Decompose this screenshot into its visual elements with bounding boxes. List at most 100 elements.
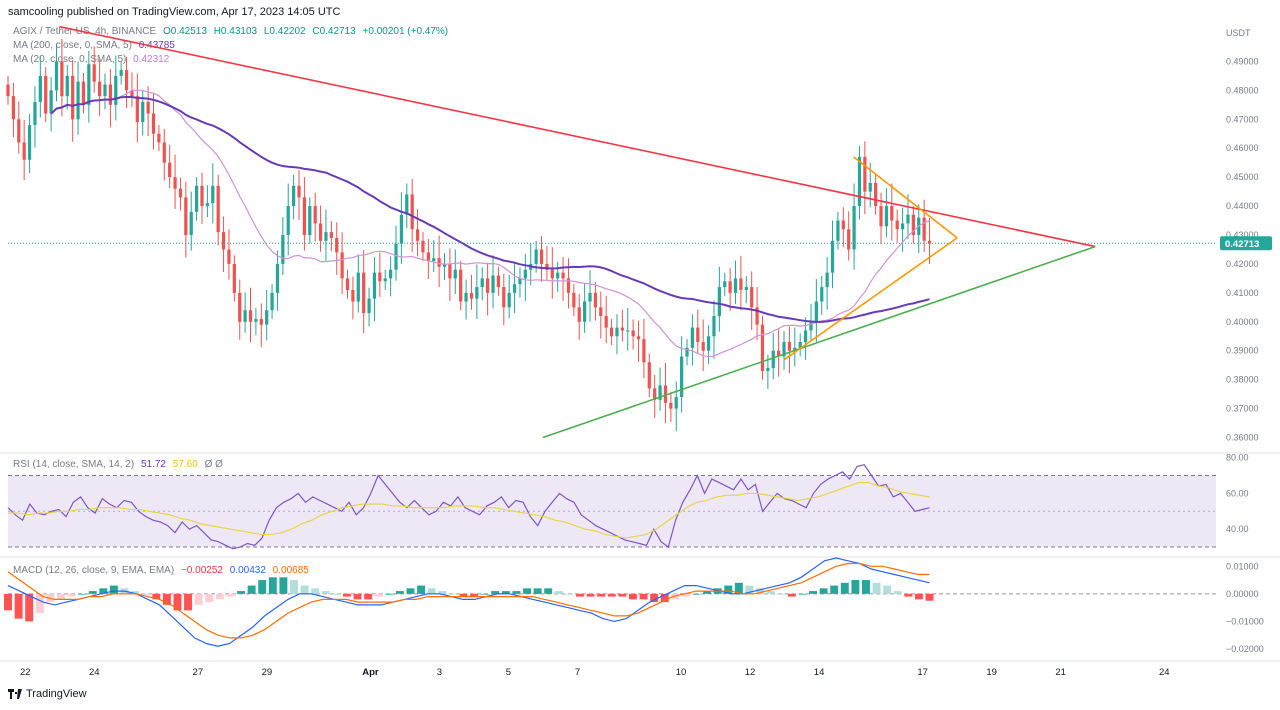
price-tick-label: 0.39000	[1226, 346, 1259, 356]
rsi-label[interactable]: RSI (14, close, SMA, 14, 2)	[13, 459, 135, 470]
candle	[227, 249, 231, 264]
time-tick-label: Apr	[362, 667, 379, 678]
candle	[588, 292, 592, 302]
rsi-tick-label: 80.00	[1226, 453, 1249, 463]
macd-histogram-bar	[194, 593, 203, 605]
macd-histogram-bar	[565, 593, 574, 595]
candle	[97, 81, 102, 97]
ma20-label[interactable]: MA (20, close, 0, SMA, 5)	[13, 54, 127, 65]
candle	[642, 339, 646, 363]
macd-histogram-bar	[342, 593, 351, 597]
macd-histogram-bar	[628, 593, 637, 600]
footer-brand-label: TradingView	[26, 688, 87, 700]
macd-histogram-bar	[639, 593, 648, 600]
candle	[426, 252, 430, 262]
macd-histogram-bar	[607, 593, 616, 597]
candle	[712, 316, 716, 337]
macd-histogram-bar	[438, 591, 447, 594]
candle	[11, 96, 16, 120]
candle	[874, 182, 878, 207]
candle	[442, 263, 447, 267]
candle	[663, 385, 668, 403]
macd-histogram-bar	[756, 588, 765, 594]
candle	[830, 240, 835, 273]
macd-histogram-bar	[554, 591, 563, 594]
time-tick-label: 3	[437, 667, 442, 678]
candle	[550, 269, 554, 279]
macd-tick-label: −0.01000	[1226, 616, 1264, 626]
signal-value: 0.00685	[272, 565, 309, 576]
macd-label[interactable]: MACD (12, 26, close, 9, EMA, EMA)	[13, 565, 175, 576]
price-tick-label: 0.44000	[1226, 201, 1259, 211]
time-tick-label: 12	[745, 667, 756, 678]
macd-histogram-bar	[523, 588, 531, 594]
candle	[556, 272, 560, 279]
last-price-badge	[1220, 236, 1272, 251]
candle	[814, 301, 818, 322]
candle	[221, 232, 226, 250]
candle	[782, 342, 786, 357]
low-value: L0.42202	[263, 26, 306, 37]
candle	[410, 194, 414, 230]
candle	[739, 278, 743, 290]
ma200-label[interactable]: MA (200, close, 0, SMA, 5)	[13, 40, 132, 51]
candle	[900, 223, 905, 230]
candle	[195, 185, 199, 212]
candle	[297, 185, 301, 198]
candle	[189, 211, 193, 235]
macd-histogram-bar	[597, 593, 606, 597]
candle	[717, 287, 721, 317]
candle	[141, 101, 145, 123]
candle	[491, 275, 495, 293]
candle	[114, 75, 118, 105]
candle	[852, 206, 856, 250]
time-tick-label: 22	[20, 667, 31, 678]
ma200-legend: MA (200, close, 0, SMA, 5) 0.43785	[13, 40, 179, 51]
candle	[17, 119, 21, 143]
macd-histogram-bar	[618, 593, 627, 597]
candle	[561, 272, 565, 279]
ma20-line	[115, 89, 930, 358]
candle	[685, 347, 689, 357]
macd-histogram-bar	[205, 593, 214, 603]
time-tick-label: 27	[193, 667, 204, 678]
macd-histogram-bar	[470, 593, 479, 597]
candle	[653, 388, 657, 400]
candle	[71, 75, 75, 120]
candle	[927, 240, 932, 244]
candle	[863, 156, 867, 192]
candle	[135, 96, 139, 123]
macd-histogram-bar	[162, 593, 171, 605]
candle	[523, 269, 527, 279]
candle	[389, 269, 393, 279]
candle	[292, 185, 296, 207]
candle	[507, 292, 511, 308]
macd-tick-label: 0.01000	[1226, 561, 1259, 571]
candle	[254, 318, 258, 322]
macd-histogram-bar	[131, 591, 140, 594]
candle	[750, 287, 754, 308]
candle	[92, 64, 96, 82]
candle	[362, 272, 366, 314]
time-tick-label: 19	[986, 667, 997, 678]
time-tick-label: 14	[814, 667, 825, 678]
price-tick-label: 0.41000	[1226, 288, 1259, 298]
macd-histogram-bar	[4, 593, 12, 611]
candle	[421, 240, 425, 253]
macd-histogram-bar	[311, 588, 320, 594]
price-tick-label: 0.37000	[1226, 404, 1259, 414]
macd-line	[7, 557, 930, 647]
macd-histogram-bar	[830, 585, 839, 594]
macd-hist-value: −0.00252	[180, 565, 223, 576]
candle	[690, 327, 695, 348]
candle	[766, 368, 770, 371]
macd-histogram-bar	[576, 593, 584, 597]
candle	[793, 347, 797, 351]
candle	[496, 275, 501, 288]
candle	[647, 362, 651, 389]
rsi-legend: RSI (14, close, SMA, 14, 2) 51.72 57.60 …	[13, 459, 227, 470]
candle	[706, 336, 711, 351]
support-trendline	[542, 245, 1096, 439]
candle	[512, 284, 517, 293]
